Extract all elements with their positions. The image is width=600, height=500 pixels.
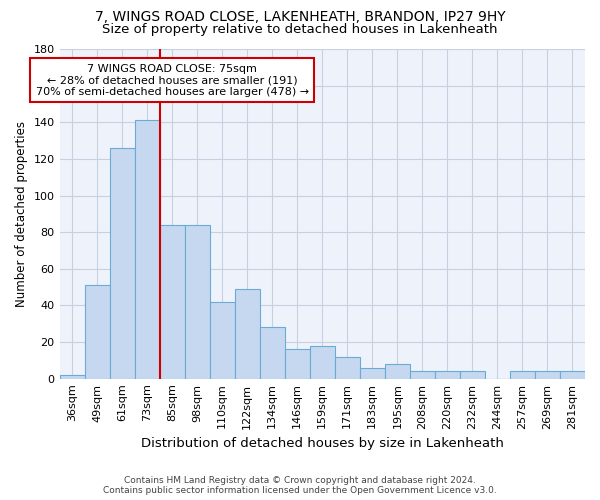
Bar	[510, 372, 535, 378]
Text: Contains HM Land Registry data © Crown copyright and database right 2024.
Contai: Contains HM Land Registry data © Crown c…	[103, 476, 497, 495]
Bar	[460, 372, 485, 378]
X-axis label: Distribution of detached houses by size in Lakenheath: Distribution of detached houses by size …	[141, 437, 504, 450]
Y-axis label: Number of detached properties: Number of detached properties	[15, 121, 28, 307]
Text: 7 WINGS ROAD CLOSE: 75sqm
← 28% of detached houses are smaller (191)
70% of semi: 7 WINGS ROAD CLOSE: 75sqm ← 28% of detac…	[35, 64, 309, 97]
Bar	[59, 375, 85, 378]
Bar	[260, 328, 285, 378]
Bar	[335, 356, 360, 378]
Bar	[209, 302, 235, 378]
Bar	[410, 372, 435, 378]
Bar	[310, 346, 335, 378]
Bar	[435, 372, 460, 378]
Bar	[110, 148, 134, 378]
Text: 7, WINGS ROAD CLOSE, LAKENHEATH, BRANDON, IP27 9HY: 7, WINGS ROAD CLOSE, LAKENHEATH, BRANDON…	[95, 10, 505, 24]
Bar	[85, 286, 110, 378]
Bar	[235, 289, 260, 378]
Bar	[360, 368, 385, 378]
Text: Size of property relative to detached houses in Lakenheath: Size of property relative to detached ho…	[102, 22, 498, 36]
Bar	[185, 225, 209, 378]
Bar	[385, 364, 410, 378]
Bar	[160, 225, 185, 378]
Bar	[535, 372, 560, 378]
Bar	[285, 350, 310, 378]
Bar	[134, 120, 160, 378]
Bar	[560, 372, 585, 378]
